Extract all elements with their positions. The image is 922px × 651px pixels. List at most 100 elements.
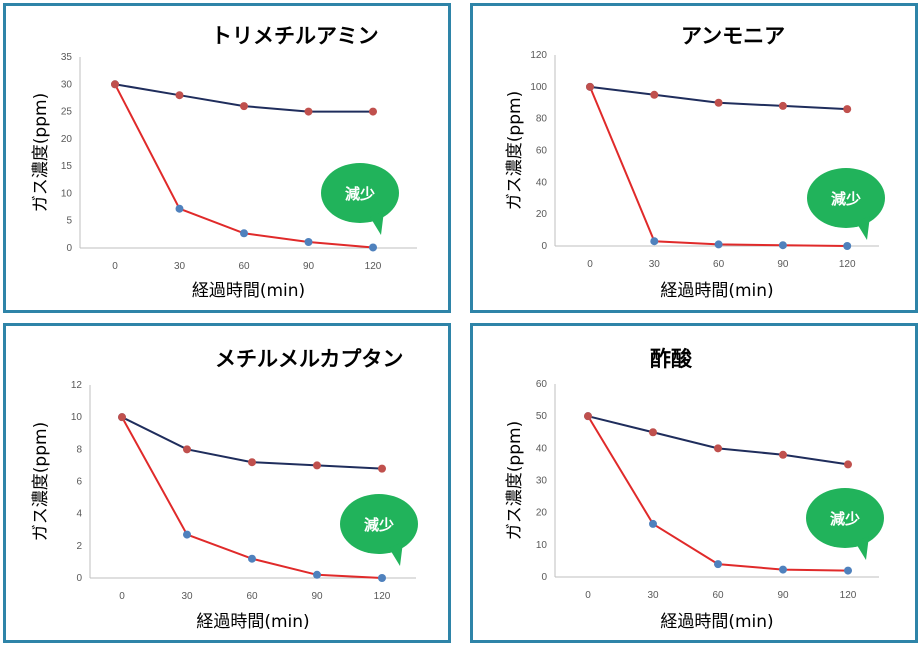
data-point-control <box>779 450 787 459</box>
y-tick-label: 15 <box>61 161 73 172</box>
callout-pointer <box>855 536 869 560</box>
chart-svg: 0 5 10 15 20 25 30 35 0 30 60 90 120 減少 トリメチルアミン経過時間(m… <box>31 24 417 301</box>
data-point-control <box>240 102 248 111</box>
callout-bubble <box>807 168 885 228</box>
chart-panel-2: 0 20 40 60 80 100 120 0 30 60 90 120 減少 アンモニア 経過時間(min… <box>470 3 918 313</box>
x-axis-label: 経過時間(min) <box>196 612 309 632</box>
data-point-treated <box>369 243 377 252</box>
callout-bubble <box>321 163 399 223</box>
y-tick-label: 120 <box>530 50 547 61</box>
data-point-control <box>650 90 659 99</box>
y-tick-label: 50 <box>536 411 548 422</box>
data-point-control <box>248 458 256 467</box>
data-point-control <box>714 444 722 453</box>
x-tick-label: 60 <box>712 590 724 601</box>
chart-panel-3: 0 2 4 6 8 10 12 0 30 60 90 120 減少 メチルメルカプタン 経過時間(min) ガ… <box>3 323 451 643</box>
y-axis-label: ガス濃度(ppm) <box>31 93 51 212</box>
y-tick-label: 5 <box>66 216 72 227</box>
data-point-control <box>304 107 313 116</box>
chart-panel-1: 0 5 10 15 20 25 30 35 0 30 60 90 120 減少 トリメチルアミン 経過時間(m… <box>3 3 451 313</box>
callout-pointer <box>856 216 870 240</box>
x-tick-label: 0 <box>119 591 125 602</box>
x-tick-label: 90 <box>311 591 323 602</box>
y-tick-label: 10 <box>61 188 73 199</box>
data-point-control <box>118 413 126 422</box>
y-tick-label: 10 <box>71 412 83 423</box>
series-line-treated <box>587 415 849 572</box>
x-tick-label: 120 <box>840 590 857 601</box>
data-point-control <box>175 91 184 100</box>
x-axis-label: 経過時間(min) <box>660 281 773 301</box>
y-tick-label: 12 <box>71 380 83 391</box>
series-line-treated <box>589 86 848 247</box>
data-point-control <box>714 98 723 107</box>
data-point-treated <box>778 241 787 250</box>
x-tick-label: 90 <box>303 261 315 272</box>
callout-pointer <box>370 211 384 235</box>
data-point-treated <box>650 237 659 246</box>
y-tick-label: 20 <box>61 134 73 145</box>
y-tick-label: 60 <box>536 146 548 157</box>
chart-svg: 0 20 40 60 80 100 120 0 30 60 90 120 減少 アンモニア経過時間(min… <box>505 24 885 301</box>
x-tick-label: 30 <box>181 591 193 602</box>
callout-label: 減少 <box>830 510 860 528</box>
y-tick-label: 8 <box>76 444 82 455</box>
data-point-treated <box>313 570 321 579</box>
x-tick-label: 60 <box>238 261 250 272</box>
data-point-control <box>778 101 787 110</box>
data-point-treated <box>714 240 723 249</box>
y-tick-label: 30 <box>61 79 73 90</box>
x-tick-label: 120 <box>374 591 391 602</box>
data-point-treated <box>714 560 722 569</box>
data-point-control <box>584 412 592 421</box>
y-axis-label: ガス濃度(ppm) <box>505 421 525 540</box>
x-tick-label: 60 <box>713 259 725 270</box>
data-point-treated <box>248 554 256 563</box>
chart-title: アンモニア <box>681 24 785 48</box>
y-tick-label: 30 <box>536 476 548 487</box>
y-tick-label: 60 <box>536 379 548 390</box>
x-tick-label: 30 <box>174 261 186 272</box>
chart-title: メチルメルカプタン <box>215 347 403 371</box>
x-tick-label: 30 <box>649 259 661 270</box>
y-tick-label: 20 <box>536 209 548 220</box>
y-tick-label: 100 <box>530 82 547 93</box>
x-tick-label: 30 <box>647 590 659 601</box>
x-axis-label: 経過時間(min) <box>192 281 305 301</box>
y-tick-label: 6 <box>76 477 82 488</box>
data-point-treated <box>304 237 313 246</box>
data-point-treated <box>844 566 852 575</box>
y-tick-label: 20 <box>536 508 548 519</box>
y-tick-label: 35 <box>61 52 73 63</box>
x-tick-label: 90 <box>777 590 789 601</box>
x-tick-label: 0 <box>587 259 593 270</box>
y-tick-label: 40 <box>536 177 548 188</box>
y-tick-label: 0 <box>541 241 547 252</box>
callout-bubble <box>340 494 418 554</box>
x-axis-label: 経過時間(min) <box>660 612 773 632</box>
data-point-control <box>844 460 852 469</box>
data-point-control <box>378 464 386 473</box>
x-tick-label: 0 <box>585 590 591 601</box>
x-tick-label: 60 <box>246 591 258 602</box>
callout-label: 減少 <box>831 190 861 208</box>
data-point-treated <box>843 242 852 250</box>
chart-panel-4: 0 10 20 30 40 50 60 0 30 60 90 120 減少 酢酸 経過時間(min) ガス濃度… <box>470 323 918 643</box>
data-point-control <box>843 105 852 114</box>
callout-bubble <box>806 488 884 548</box>
data-point-treated <box>378 574 386 582</box>
data-point-control <box>586 82 594 91</box>
y-axis-label: ガス濃度(ppm) <box>31 422 51 541</box>
callout-label: 減少 <box>345 185 375 203</box>
y-tick-label: 40 <box>536 443 548 454</box>
data-point-treated <box>649 519 657 528</box>
data-point-treated <box>779 565 787 574</box>
y-tick-label: 2 <box>76 541 82 552</box>
data-point-control <box>369 107 377 116</box>
y-tick-label: 0 <box>541 572 547 583</box>
y-axis-label: ガス濃度(ppm) <box>505 91 525 210</box>
data-point-treated <box>175 204 184 213</box>
series-line-control <box>587 415 849 466</box>
